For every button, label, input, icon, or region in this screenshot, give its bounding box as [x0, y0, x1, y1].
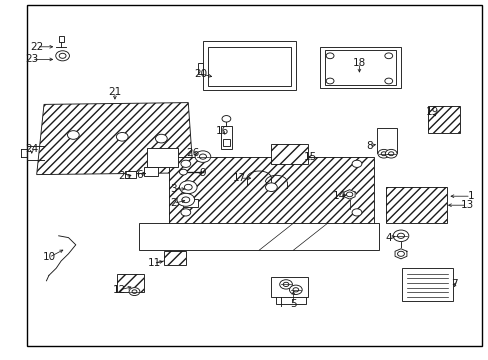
Bar [427, 106, 459, 133]
Bar [271, 144, 307, 164]
Bar [386, 187, 447, 223]
Bar [386, 187, 447, 223]
Text: 22: 22 [30, 42, 43, 52]
Circle shape [179, 169, 187, 175]
Circle shape [129, 288, 140, 296]
Text: 13: 13 [459, 200, 473, 210]
Bar [163, 251, 185, 265]
Circle shape [222, 116, 230, 122]
Circle shape [56, 51, 69, 61]
Circle shape [179, 181, 197, 194]
Circle shape [397, 233, 404, 238]
Text: 26: 26 [186, 148, 200, 158]
Circle shape [59, 53, 66, 58]
Bar [117, 274, 144, 292]
Bar [223, 139, 229, 146]
Circle shape [132, 290, 137, 293]
Text: 10: 10 [42, 252, 55, 262]
Bar [320, 47, 400, 88]
Bar [168, 157, 373, 225]
Circle shape [195, 151, 210, 162]
Circle shape [292, 288, 298, 292]
Polygon shape [394, 249, 406, 259]
Bar [376, 128, 396, 153]
Circle shape [351, 160, 361, 167]
Text: 6: 6 [136, 170, 142, 180]
Text: 18: 18 [352, 58, 366, 68]
Bar [203, 41, 295, 90]
Bar [124, 171, 136, 178]
Circle shape [381, 152, 386, 156]
Circle shape [351, 209, 361, 216]
Circle shape [116, 132, 128, 141]
Circle shape [397, 251, 404, 256]
Text: 7: 7 [450, 279, 457, 289]
Circle shape [182, 197, 189, 203]
Circle shape [289, 285, 302, 294]
Bar [183, 199, 198, 207]
Text: 9: 9 [199, 168, 206, 178]
Text: 11: 11 [147, 258, 161, 268]
Text: 19: 19 [425, 107, 439, 117]
Text: 24: 24 [25, 144, 39, 154]
Text: 1: 1 [467, 191, 473, 201]
Text: 12: 12 [113, 285, 126, 295]
Circle shape [279, 280, 292, 289]
Circle shape [155, 134, 167, 143]
Text: 3: 3 [170, 184, 177, 194]
Circle shape [377, 149, 389, 158]
Circle shape [181, 209, 190, 216]
Text: 17: 17 [232, 173, 246, 183]
Text: 25: 25 [118, 171, 131, 181]
Circle shape [325, 78, 333, 84]
Circle shape [385, 149, 396, 158]
Bar [427, 106, 459, 133]
Circle shape [177, 193, 194, 206]
Bar [207, 47, 290, 86]
Circle shape [181, 160, 190, 167]
Bar [325, 50, 395, 85]
Text: 5: 5 [289, 299, 296, 309]
Bar [198, 63, 203, 74]
Circle shape [388, 152, 393, 156]
Circle shape [384, 53, 392, 59]
Polygon shape [344, 190, 354, 199]
Bar [276, 290, 305, 304]
Text: 14: 14 [332, 191, 346, 201]
Text: 16: 16 [215, 126, 229, 136]
Text: 8: 8 [365, 141, 372, 151]
Text: 23: 23 [25, 54, 39, 64]
Bar [271, 277, 307, 297]
Bar [163, 251, 185, 265]
Bar [221, 126, 231, 149]
Text: 4: 4 [385, 233, 391, 243]
Bar [59, 36, 63, 42]
Bar [144, 167, 158, 176]
Circle shape [283, 282, 288, 287]
Text: 20: 20 [194, 69, 206, 79]
Bar [139, 223, 378, 250]
Polygon shape [37, 103, 193, 175]
Circle shape [325, 53, 333, 59]
Circle shape [384, 78, 392, 84]
Bar [271, 144, 307, 164]
Bar [146, 148, 178, 167]
Bar [401, 268, 452, 301]
Circle shape [67, 131, 79, 139]
Bar [117, 274, 144, 292]
Circle shape [346, 192, 352, 197]
Text: 15: 15 [303, 152, 317, 162]
Circle shape [184, 184, 192, 190]
Circle shape [265, 183, 277, 192]
Bar [168, 157, 373, 225]
Circle shape [199, 154, 206, 159]
Circle shape [392, 230, 408, 242]
Text: 2: 2 [170, 198, 177, 208]
Text: 21: 21 [108, 87, 122, 97]
